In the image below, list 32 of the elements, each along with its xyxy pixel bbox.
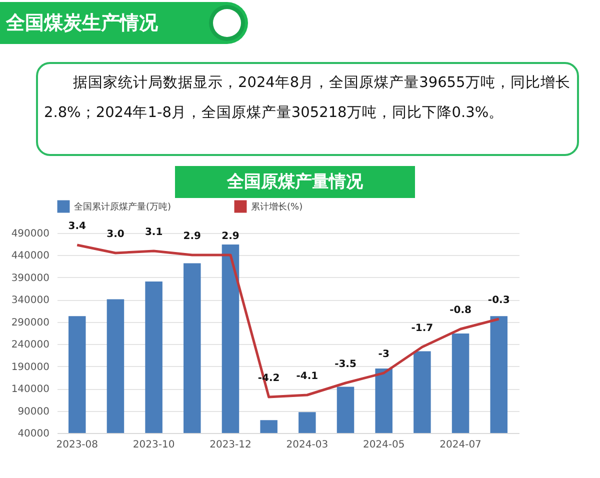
chart-title: 全国原煤产量情况 <box>175 166 415 198</box>
x-tick-label: 2024-05 <box>362 440 405 450</box>
data-label: -4.1 <box>296 371 318 382</box>
data-label: -3.5 <box>334 359 356 370</box>
y-tick-label: 490000 <box>11 228 50 240</box>
data-label: -1.7 <box>411 323 434 334</box>
text: 全国煤炭生产情况 <box>6 12 158 34</box>
y-tick-label: 290000 <box>11 317 50 328</box>
data-label: -3 <box>378 349 390 360</box>
x-tick-label: 2024-07 <box>440 440 482 450</box>
data-label: 2.9 <box>222 231 240 242</box>
data-label: 3.0 <box>106 229 124 240</box>
y-tick-label: 90000 <box>18 406 50 418</box>
text: 据国家统计局数据显示，2024年8月，全国原煤产量39655万吨，同比增长2.8%；2024年1-8月，全国原煤产量305218万吨，同比下降0.3%。 <box>36 62 579 156</box>
y-tick-label: 240000 <box>11 340 50 351</box>
legend-label: 全国累计原煤产量(万吨) <box>74 202 172 213</box>
x-tick-label: 2023-10 <box>132 440 175 450</box>
x-tick-label: 2023-08 <box>56 440 98 450</box>
y-tick-label: 140000 <box>11 384 50 396</box>
data-label: -0.3 <box>488 295 510 306</box>
data-label: 2.9 <box>183 231 202 242</box>
y-tick-label: 390000 <box>11 272 50 284</box>
legend-label: 累计增长(%) <box>251 202 303 213</box>
y-tick-label: 340000 <box>11 295 50 306</box>
data-label: 3.1 <box>144 227 163 238</box>
data-label: -0.8 <box>450 305 472 316</box>
y-tick-label: 440000 <box>11 250 50 262</box>
y-tick-label: 40000 <box>18 428 50 440</box>
y-tick-label: 190000 <box>11 362 50 373</box>
data-label: 3.4 <box>68 221 86 232</box>
x-tick-label: 2023-12 <box>210 440 252 450</box>
x-tick-label: 2024-03 <box>286 440 328 450</box>
